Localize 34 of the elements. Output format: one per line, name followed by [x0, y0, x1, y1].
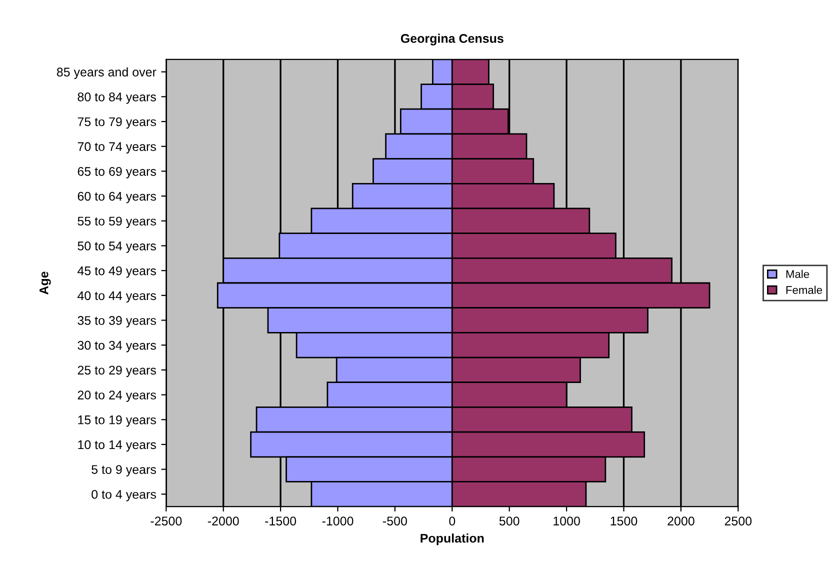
legend-label: Male: [786, 270, 810, 278]
y-tick-label: 15 to 19 years: [78, 415, 156, 427]
y-tick-label: 5 to 9 years: [92, 465, 156, 476]
x-tick-label: 2000: [668, 516, 694, 526]
y-tick-label: 30 to 34 years: [78, 340, 156, 352]
y-tick-label: 85 years and over: [56, 67, 156, 79]
y-tick-label: 10 to 14 years: [78, 440, 156, 452]
x-tick-label: 1500: [610, 516, 638, 526]
y-tick-label: 45 to 49 years: [78, 266, 156, 278]
x-tick-label: -500: [383, 516, 407, 526]
chart-title: Georgina Census: [400, 34, 504, 46]
y-tick-label: 0 to 4 years: [92, 490, 156, 502]
y-axis-title: Age: [40, 272, 51, 294]
x-tick-label: -2000: [208, 516, 239, 526]
x-tick-label: -2500: [150, 516, 182, 526]
y-tick-label: 70 to 74 years: [78, 142, 156, 154]
x-axis-title: Population: [420, 534, 484, 546]
x-tick-label: -1500: [265, 516, 296, 526]
x-tick-label: 500: [499, 516, 520, 526]
y-tick-label: 60 to 64 years: [78, 192, 156, 204]
y-tick-label: 80 to 84 years: [78, 92, 156, 104]
y-tick-label: 40 to 44 years: [78, 291, 156, 303]
y-tick-label: 55 to 59 years: [78, 216, 156, 228]
x-tick-label: 2500: [724, 516, 752, 526]
y-tick-label: 25 to 29 years: [78, 366, 156, 378]
y-tick-label: 75 to 79 years: [78, 117, 156, 129]
x-tick-label: -1000: [322, 516, 354, 526]
y-tick-label: 20 to 24 years: [78, 390, 156, 402]
x-tick-label: 1000: [554, 516, 580, 526]
y-tick-label: 65 to 69 years: [78, 167, 156, 178]
x-tick-label: 0: [449, 516, 456, 526]
legend-label: Female: [786, 286, 822, 294]
y-tick-label: 50 to 54 years: [78, 242, 156, 253]
y-tick-label: 35 to 39 years: [78, 316, 156, 328]
